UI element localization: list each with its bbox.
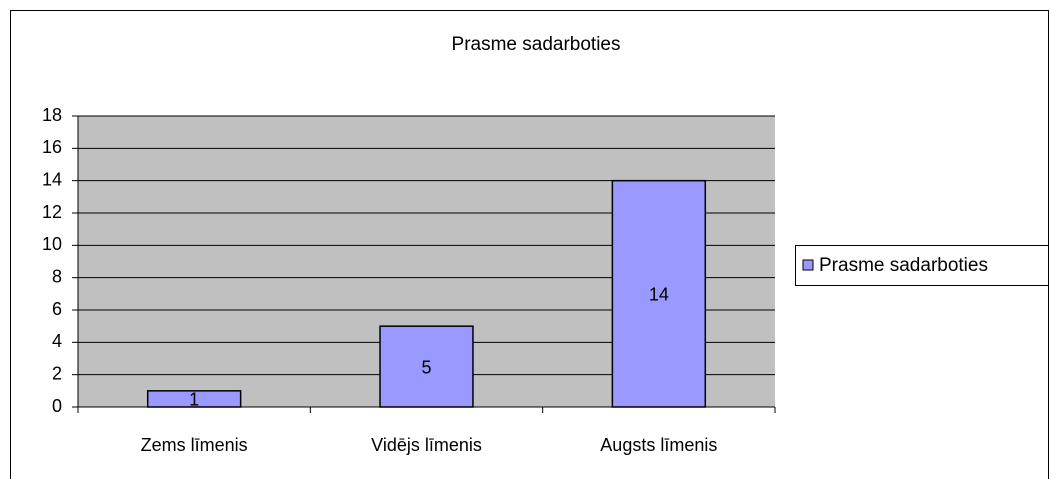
legend-box: [795, 245, 1049, 286]
y-tick-label: 2: [52, 363, 62, 383]
bar: [146, 390, 242, 408]
x-tick-label: Vidējs līmenis: [371, 435, 482, 455]
legend-label: Prasme sadarboties: [819, 255, 988, 276]
value-label: 14: [649, 285, 669, 305]
y-tick-label: 12: [42, 202, 62, 222]
y-tick-label: 8: [52, 266, 62, 286]
chart-border: [10, 10, 1049, 479]
y-tick-label: 6: [52, 299, 62, 319]
y-tick-label: 14: [42, 169, 62, 189]
legend-swatch: [802, 259, 814, 271]
y-tick-label: 0: [52, 396, 62, 416]
value-label: 1: [189, 390, 199, 410]
x-tick-label: Zems līmenis: [141, 435, 248, 455]
y-tick-label: 10: [42, 234, 62, 254]
chart-title: Prasme sadarboties: [452, 34, 621, 55]
y-tick-label: 16: [42, 137, 62, 157]
bar: [379, 325, 474, 408]
bar: [611, 179, 707, 408]
value-label: 5: [421, 357, 431, 377]
y-tick-label: 4: [52, 331, 62, 351]
x-tick-label: Augsts līmenis: [600, 435, 717, 455]
y-tick-label: 18: [42, 105, 62, 125]
